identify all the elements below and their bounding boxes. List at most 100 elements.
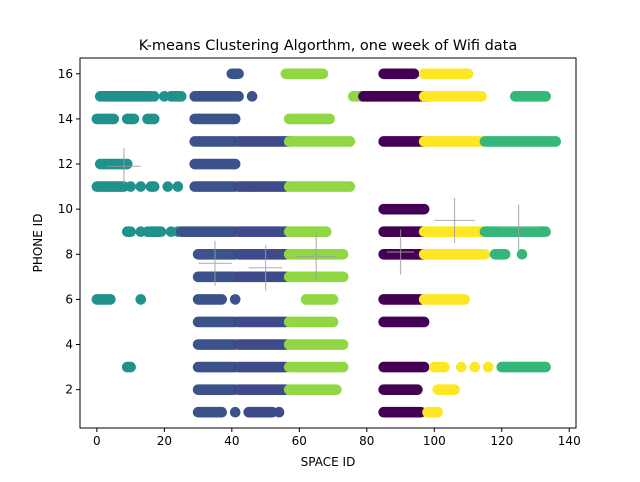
data-point-run (418, 294, 470, 305)
x-tick-label: 0 (93, 434, 101, 448)
data-point-run (233, 316, 292, 328)
data-point-run (283, 113, 335, 125)
data-point-run (192, 361, 241, 373)
data-point-run (283, 136, 356, 147)
data-point (455, 361, 467, 373)
data-point-run (121, 113, 140, 125)
data-point-run (243, 406, 278, 418)
data-point-run (94, 91, 157, 102)
centroid-marker (387, 229, 415, 275)
cluster-3 (233, 136, 295, 418)
data-point (135, 181, 147, 192)
y-tick-label: 8 (65, 247, 73, 261)
y-tick-label: 6 (65, 292, 73, 306)
data-point (135, 294, 147, 305)
data-point-run (233, 248, 292, 260)
y-tick-label: 16 (58, 67, 73, 81)
cluster-2 (175, 68, 258, 418)
chart-title: K-means Clustering Algorthm, one week of… (139, 38, 518, 54)
centroid-marker (106, 148, 141, 185)
x-tick-label: 20 (157, 434, 172, 448)
plot-area (91, 68, 562, 418)
data-point-run (121, 361, 136, 373)
data-point-run (192, 248, 241, 260)
data-point-run (91, 294, 116, 305)
y-axis: 2 4 6 8 10 12 14 16 (58, 67, 80, 397)
centroid-marker (198, 240, 232, 286)
y-tick-label: 2 (65, 383, 73, 397)
data-point-run (378, 406, 427, 418)
data-point-run (233, 361, 292, 373)
data-point (229, 406, 241, 418)
data-point-run (91, 113, 120, 125)
data-point-run (233, 226, 292, 238)
data-point-run (418, 68, 474, 80)
data-point-run (378, 316, 430, 328)
centroid-marker (248, 245, 283, 291)
data-point-run (358, 91, 433, 102)
data-point-run (189, 136, 241, 147)
data-point (148, 91, 160, 102)
data-point (516, 248, 528, 260)
data-point (172, 91, 184, 102)
data-point (229, 294, 241, 305)
x-axis-label: SPACE ID (301, 455, 356, 469)
data-point-run (226, 68, 244, 80)
data-point-run (189, 158, 241, 170)
data-point-run (378, 136, 430, 147)
data-point (482, 361, 494, 373)
data-point (172, 181, 184, 192)
data-point-run (378, 226, 430, 238)
data-point-run (378, 384, 423, 395)
x-tick-label: 60 (292, 434, 307, 448)
data-point-run (94, 158, 133, 170)
data-point-run (233, 384, 292, 395)
data-point-run (121, 226, 136, 238)
axes-frame (79, 57, 577, 429)
data-point-run (418, 136, 487, 147)
cluster-6 (418, 68, 494, 418)
data-point-run (300, 294, 339, 305)
data-point-run (189, 91, 244, 102)
data-point-run (479, 226, 551, 238)
data-point (250, 181, 261, 192)
data-point (125, 181, 136, 192)
data-point (273, 406, 285, 418)
y-tick-label: 14 (58, 112, 73, 126)
y-tick-label: 12 (58, 157, 73, 171)
cluster-1 (91, 91, 187, 373)
centroid-marker (295, 233, 337, 280)
data-point-run (432, 384, 460, 395)
data-point-run (192, 339, 241, 350)
data-point-run (233, 181, 292, 192)
data-point (162, 181, 174, 192)
data-point-run (192, 406, 228, 418)
data-point-run (496, 361, 551, 373)
data-point-run (142, 226, 167, 238)
data-point-run (283, 181, 356, 192)
data-point-run (192, 316, 241, 328)
data-point (135, 226, 147, 238)
data-point-run (422, 406, 443, 418)
data-point-run (378, 294, 427, 305)
data-point-run (192, 294, 228, 305)
data-point-run (142, 113, 160, 125)
data-point-run (91, 181, 130, 192)
y-axis-label: PHONE ID (31, 214, 45, 273)
data-point-run (283, 226, 332, 238)
x-tick-label: 100 (423, 434, 446, 448)
data-point-run (378, 361, 430, 373)
data-point-run (418, 91, 487, 102)
x-tick-label: 140 (558, 434, 581, 448)
data-point-run (189, 113, 241, 125)
data-point-run (418, 226, 487, 238)
y-tick-label: 4 (65, 338, 73, 352)
data-point-run (189, 181, 241, 192)
data-point-run (192, 271, 241, 283)
data-point-run (418, 248, 491, 260)
cluster-7 (479, 91, 562, 373)
cluster-5 (358, 68, 433, 418)
